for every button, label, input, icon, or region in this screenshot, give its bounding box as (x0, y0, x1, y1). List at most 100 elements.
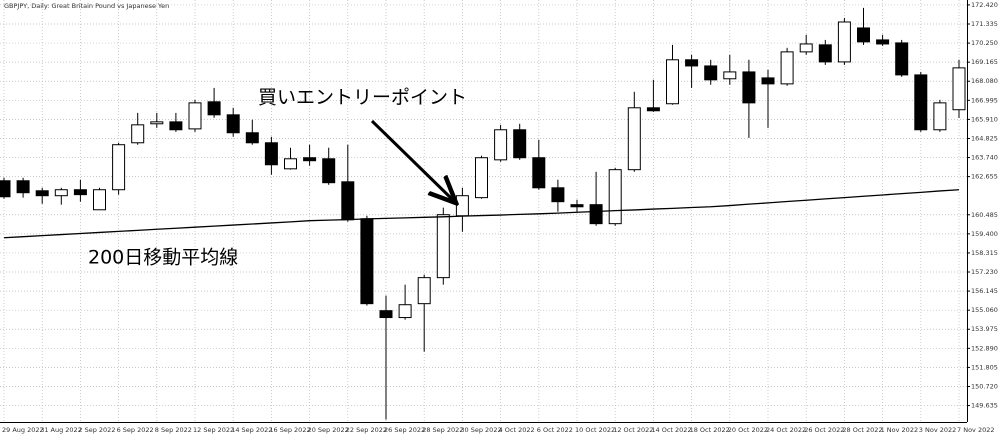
grid (0, 0, 967, 422)
x-tick-label: 28 Oct 2022 (842, 426, 882, 434)
x-tick-label: 2 Sep 2022 (78, 426, 115, 434)
x-tick-label: 26 Sep 2022 (384, 426, 425, 434)
candle-body (54, 189, 68, 197)
y-tick-label: 158.315 (971, 249, 998, 257)
candle-body (303, 157, 317, 162)
candle-body (341, 181, 355, 221)
x-tick-label: 6 Oct 2022 (537, 426, 573, 434)
candle-body (475, 157, 488, 199)
y-tick-label: 152.890 (971, 344, 998, 352)
x-tick-label: 4 Oct 2022 (499, 426, 535, 434)
x-tick-label: 3 Nov 2022 (919, 426, 957, 434)
x-tick-label: 12 Sep 2022 (193, 426, 234, 434)
candle-body (188, 102, 202, 130)
x-tick-label: 12 Oct 2022 (613, 426, 653, 434)
x-tick-label: 8 Sep 2022 (155, 426, 192, 434)
candle-body (131, 124, 145, 144)
y-tick-label: 159.400 (971, 230, 998, 238)
candle-body (150, 121, 164, 125)
y-tick-label: 164.825 (971, 134, 998, 142)
candle-body (914, 74, 928, 131)
y-tick-label: 163.740 (971, 154, 998, 162)
y-tick-label: 172.420 (971, 1, 998, 9)
x-tick-label: 24 Oct 2022 (766, 426, 806, 434)
y-tick-label: 156.145 (971, 287, 998, 295)
candle-body (532, 157, 546, 189)
candle-body (837, 21, 851, 63)
x-tick-label: 10 Oct 2022 (575, 426, 615, 434)
candle-body (933, 102, 947, 131)
candle-body (455, 195, 469, 217)
candle-body (799, 43, 813, 53)
candle-body (627, 107, 641, 171)
x-tick-label: 1 Nov 2022 (881, 426, 919, 434)
candle-body (73, 189, 87, 196)
candle-body (207, 101, 221, 116)
candle-body (685, 59, 699, 67)
y-tick-label: 160.485 (971, 211, 998, 219)
candle-body (818, 44, 832, 63)
candle-body (742, 71, 756, 104)
candle-body (112, 144, 126, 191)
y-tick-label: 169.165 (971, 58, 998, 66)
x-tick-label: 18 Oct 2022 (690, 426, 730, 434)
candle-body (417, 277, 431, 305)
candle-body (551, 187, 565, 203)
x-tick-label: 29 Aug 2022 (2, 426, 44, 434)
candle-body (646, 107, 660, 112)
y-tick-label: 168.080 (971, 77, 998, 85)
x-tick-label: 26 Oct 2022 (804, 426, 844, 434)
y-tick-label: 166.995 (971, 96, 998, 104)
candle-body (16, 180, 30, 194)
y-tick-label: 150.720 (971, 382, 998, 390)
candle-body (608, 169, 622, 225)
candle-body (226, 114, 240, 134)
candle-body (876, 39, 890, 45)
candle-body (952, 67, 966, 111)
x-tick-label: 20 Oct 2022 (728, 426, 768, 434)
y-tick-label: 151.805 (971, 363, 998, 371)
candle-body (264, 142, 278, 166)
candle-body (666, 59, 679, 105)
candle-body (245, 132, 259, 144)
x-tick-label: 16 Sep 2022 (269, 426, 310, 434)
moving-average-line (3, 189, 960, 239)
candle-body (0, 180, 11, 198)
candle-body (494, 129, 508, 161)
candle-body (284, 158, 297, 170)
y-tick-label: 171.335 (971, 20, 998, 28)
candle-body (93, 189, 106, 211)
x-tick-label: 30 Sep 2022 (460, 426, 501, 434)
candle-body (570, 204, 584, 208)
y-tick-label: 155.060 (971, 306, 998, 314)
candle-body (723, 71, 737, 80)
candle-body (322, 158, 336, 184)
x-tick-label: 14 Sep 2022 (231, 426, 272, 434)
candle-body (398, 304, 412, 319)
annotation: 買いエントリーポイント (258, 87, 467, 109)
candle-body (857, 27, 870, 43)
annotation-arrow (370, 119, 454, 201)
x-tick-label: 28 Sep 2022 (422, 426, 463, 434)
x-tick-label: 6 Sep 2022 (117, 426, 154, 434)
x-tick-label: 14 Oct 2022 (651, 426, 691, 434)
plot (0, 7, 966, 420)
candle-body (513, 129, 527, 159)
y-tick-label: 157.230 (971, 268, 998, 276)
y-tick-label: 149.635 (971, 402, 998, 410)
x-tick-label: 31 Aug 2022 (40, 426, 82, 434)
candle-body (360, 218, 374, 305)
candle-body (169, 121, 183, 131)
y-tick-label: 170.250 (971, 39, 998, 47)
x-tick-label: 22 Sep 2022 (346, 426, 387, 434)
candle-body (895, 42, 909, 76)
candle-body (589, 204, 603, 225)
x-tick-label: 7 Nov 2022 (957, 426, 995, 434)
y-tick-label: 165.910 (971, 115, 998, 123)
candle-body (436, 214, 450, 279)
candle-body (704, 65, 718, 81)
candle-body (35, 190, 49, 197)
candle-body (379, 310, 393, 319)
candle-body (780, 51, 794, 85)
